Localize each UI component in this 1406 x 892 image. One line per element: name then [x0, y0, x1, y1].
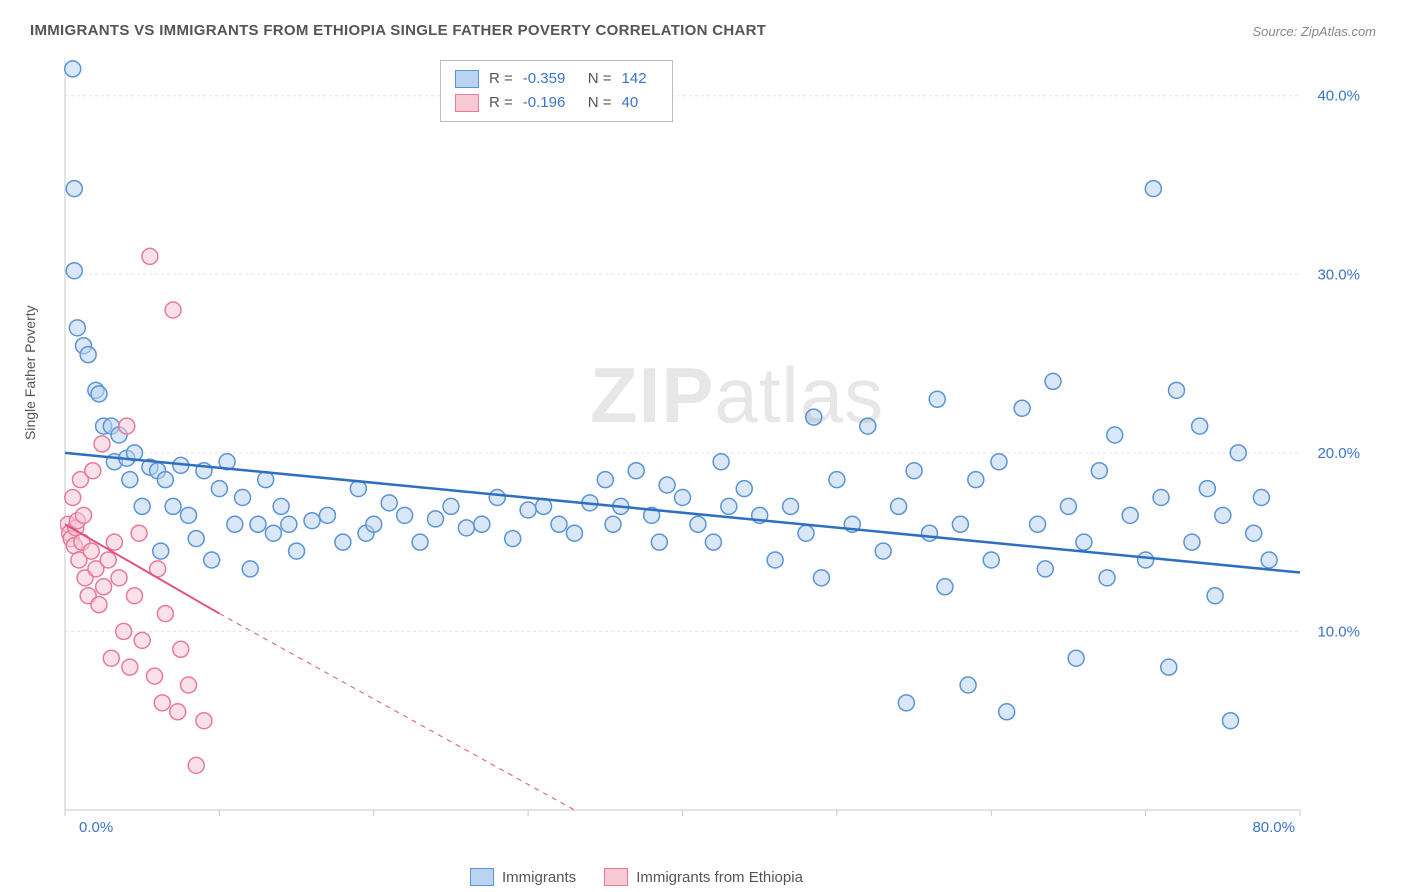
correlation-legend: R = -0.359 N = 142 R = -0.196 N = 40: [440, 60, 673, 122]
chart-area: 10.0% 20.0% 30.0% 40.0% 0.0% 80.0%: [60, 55, 1370, 845]
svg-text:10.0%: 10.0%: [1317, 623, 1360, 640]
n-label: N =: [588, 67, 612, 91]
r-label: R =: [489, 91, 513, 115]
svg-text:20.0%: 20.0%: [1317, 445, 1360, 462]
svg-text:80.0%: 80.0%: [1252, 819, 1295, 836]
svg-text:0.0%: 0.0%: [79, 819, 113, 836]
legend-label: Immigrants from Ethiopia: [636, 869, 803, 886]
y-axis-label: Single Father Poverty: [22, 305, 38, 440]
scatter-plot: 10.0% 20.0% 30.0% 40.0% 0.0% 80.0%: [60, 55, 1370, 845]
chart-title: IMMIGRANTS VS IMMIGRANTS FROM ETHIOPIA S…: [30, 22, 766, 39]
legend-label: Immigrants: [502, 869, 576, 886]
series-legend: Immigrants Immigrants from Ethiopia: [470, 868, 803, 886]
legend-swatch: [604, 868, 628, 886]
legend-row: R = -0.196 N = 40: [455, 91, 658, 115]
r-value: -0.196: [523, 91, 578, 115]
legend-swatch: [455, 70, 479, 88]
r-value: -0.359: [523, 67, 578, 91]
source-attribution: Source: ZipAtlas.com: [1252, 24, 1376, 39]
legend-swatch: [470, 868, 494, 886]
legend-item: Immigrants from Ethiopia: [604, 868, 803, 886]
svg-text:30.0%: 30.0%: [1317, 266, 1360, 283]
legend-row: R = -0.359 N = 142: [455, 67, 658, 91]
n-label: N =: [588, 91, 612, 115]
n-value: 142: [622, 67, 658, 91]
legend-swatch: [455, 94, 479, 112]
n-value: 40: [622, 91, 658, 115]
svg-text:40.0%: 40.0%: [1317, 88, 1360, 105]
legend-item: Immigrants: [470, 868, 576, 886]
r-label: R =: [489, 67, 513, 91]
